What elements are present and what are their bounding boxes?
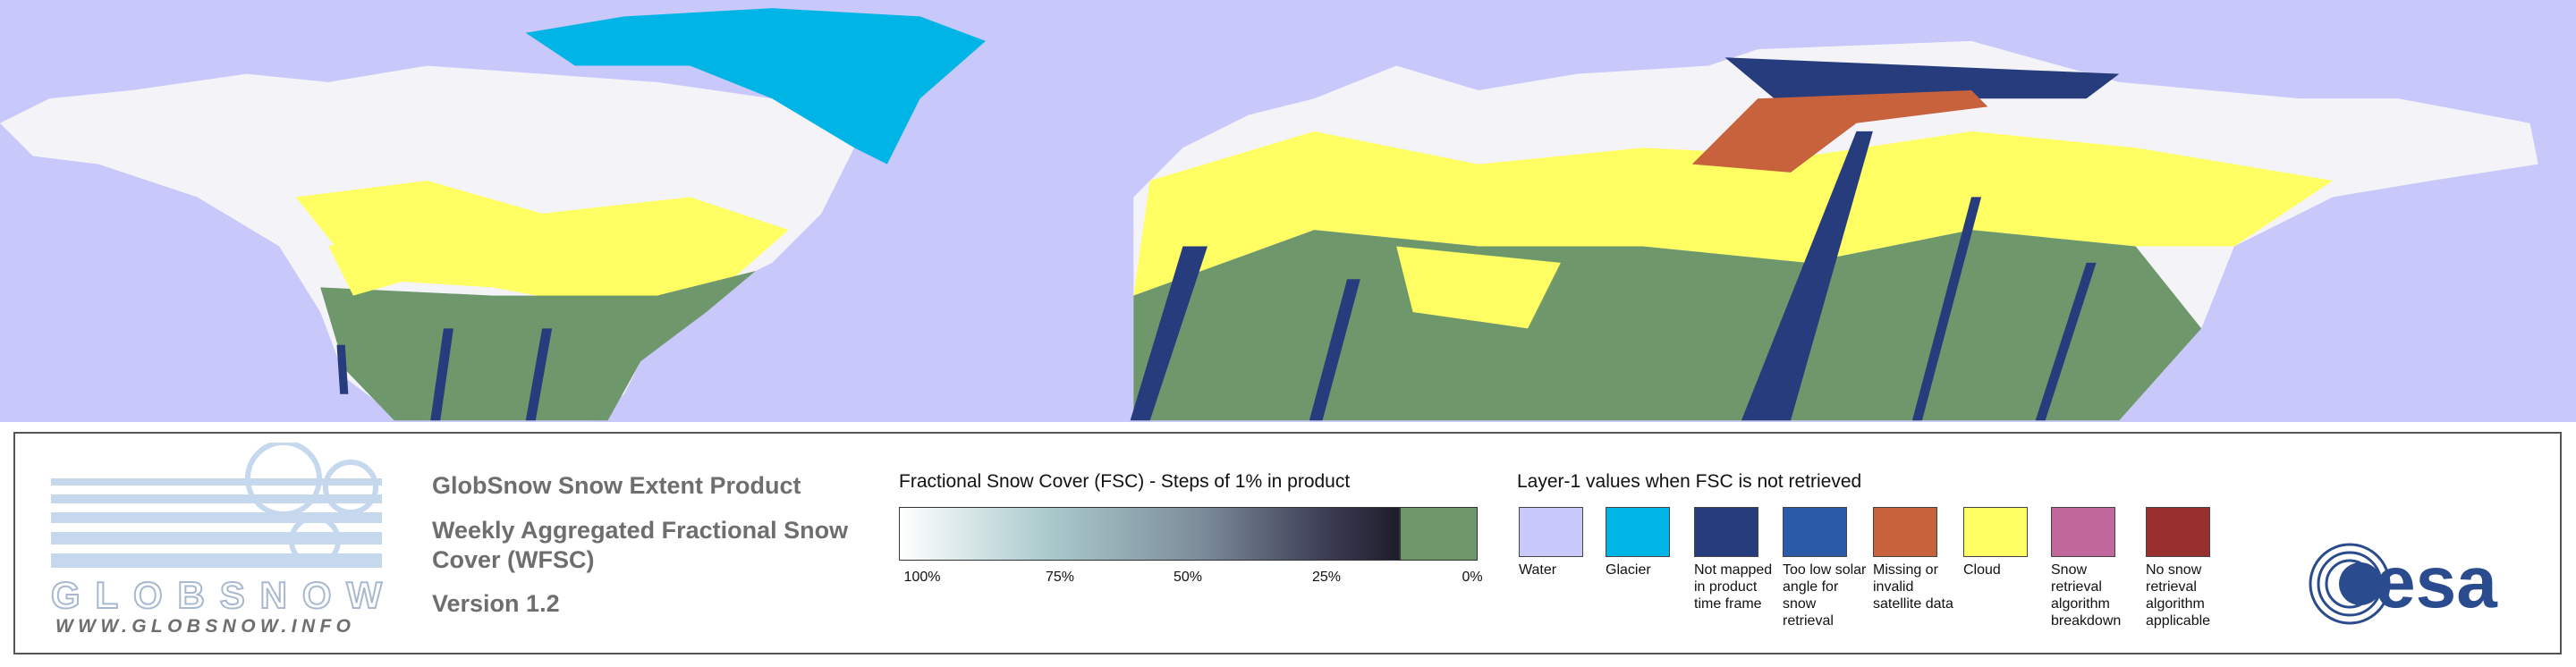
class-swatch — [2146, 507, 2210, 557]
class-label: Water — [1519, 562, 1557, 578]
class-swatch — [1694, 507, 1758, 557]
class-swatch — [1783, 507, 1847, 557]
legend-panel: GLOBSNOW WWW.GLOBSNOW.INFO GlobSnow Snow… — [13, 432, 2562, 654]
fsc-tick-label: 100% — [903, 570, 941, 585]
logo-name: GLOBSNOW — [51, 574, 382, 616]
snow-map — [0, 0, 2576, 422]
esa-logo: esa — [2309, 542, 2498, 625]
class-swatch — [1606, 507, 1670, 557]
fsc-tick-label: 50% — [1173, 570, 1203, 585]
product-title: GlobSnow Snow Extent Product — [432, 472, 801, 499]
continents — [0, 8, 2538, 421]
class-swatch — [1963, 507, 2028, 557]
logo-url: WWW.GLOBSNOW.INFO — [55, 616, 351, 637]
fsc-tick-label: 0% — [1462, 570, 1483, 585]
globsnow-logo: GLOBSNOW WWW.GLOBSNOW.INFO — [50, 443, 383, 637]
class-swatch — [2051, 507, 2115, 557]
product-version: Version 1.2 — [432, 590, 560, 617]
layer1-title: Layer-1 values when FSC is not retrieved — [1517, 471, 1862, 492]
esa-text: esa — [2375, 542, 2498, 623]
fsc-gradient — [899, 507, 1400, 561]
class-label: Not mapped in product time frame — [1694, 562, 1773, 612]
fsc-title: Fractional Snow Cover (FSC) - Steps of 1… — [899, 471, 1351, 492]
class-swatch — [1519, 507, 1583, 557]
class-label: Cloud — [1963, 562, 2001, 578]
class-label: Missing or invalid satellite data — [1873, 562, 1953, 612]
fsc-tick-label: 75% — [1045, 570, 1075, 585]
class-label: Too low solar angle for snow retrieval — [1783, 562, 1867, 629]
fsc-zero-swatch — [1400, 507, 1478, 561]
product-subtitle: Weekly Aggregated Fractional Snow Cover … — [432, 517, 849, 573]
class-swatch — [1873, 507, 1937, 557]
class-label: No snow retrieval algorithm applicable — [2146, 562, 2211, 629]
class-label: Snow retrieval algorithm breakdown — [2051, 562, 2122, 629]
fsc-tick-label: 25% — [1311, 570, 1342, 585]
class-label: Glacier — [1606, 562, 1651, 578]
